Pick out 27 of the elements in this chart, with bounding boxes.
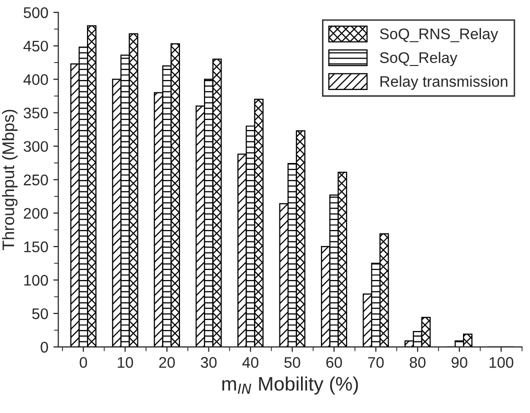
legend-label: SoQ_Relay xyxy=(380,52,458,66)
x-tick-label: 100 xyxy=(490,357,514,368)
x-tick-label: 80 xyxy=(410,357,426,368)
y-tick-label: 250 xyxy=(24,174,48,186)
y-tick-label: 500 xyxy=(24,7,48,18)
x-tick-label: 40 xyxy=(242,357,258,368)
y-tick-label: 400 xyxy=(23,74,48,85)
y-tick-label: 0 xyxy=(40,342,48,353)
x-tick-label: 0 xyxy=(80,357,88,368)
y-tick-label: 50 xyxy=(32,308,48,320)
legend-label: Relay transmission xyxy=(380,76,508,90)
x-tick-label: 60 xyxy=(326,357,342,368)
y-tick-label: 150 xyxy=(24,241,48,252)
x-tick-label: 30 xyxy=(200,357,217,368)
x-axis-title: m$_{IN}$ Mobility (%) xyxy=(222,376,358,395)
x-tick-label: 70 xyxy=(368,357,384,368)
x-tick-label: 10 xyxy=(118,357,134,368)
y-tick-label: 350 xyxy=(24,108,48,118)
y-tick-label: 300 xyxy=(24,141,48,152)
y-axis-title: Throughput (Mbps) xyxy=(2,110,18,250)
x-tick-label: 90 xyxy=(452,357,468,368)
y-tick-label: 450 xyxy=(23,40,48,52)
y-tick-label: 100 xyxy=(24,274,48,286)
x-tick-label: 20 xyxy=(159,357,175,368)
y-tick-label: 200 xyxy=(24,208,48,219)
x-tick-label: 50 xyxy=(284,357,300,368)
legend-label: SoQ_RNS_Relay xyxy=(380,28,498,42)
